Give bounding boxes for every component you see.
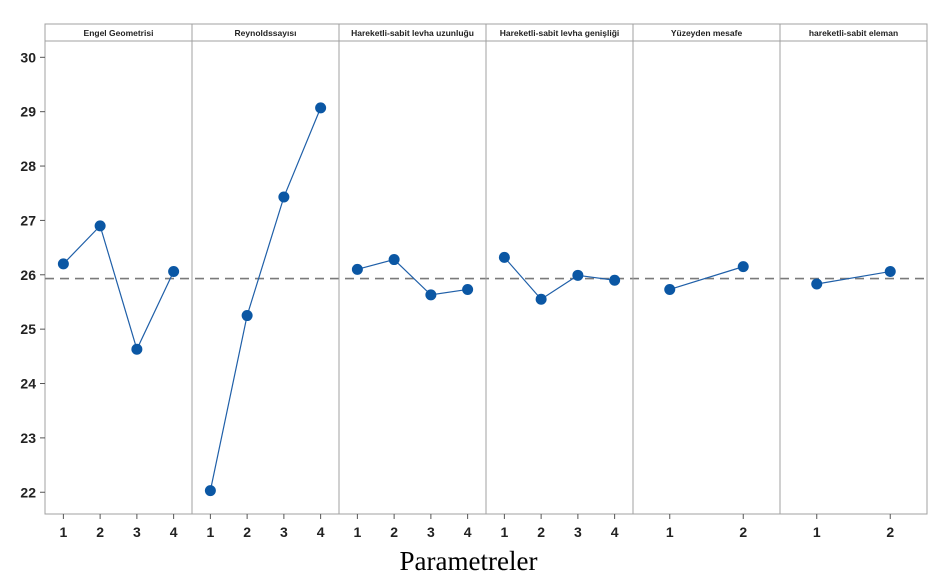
figure-background <box>0 0 937 546</box>
x-tick-label: 1 <box>353 524 361 540</box>
data-point <box>131 343 143 355</box>
data-point <box>94 220 106 232</box>
data-point <box>204 485 216 497</box>
series-line <box>503 256 615 301</box>
data-point <box>462 283 474 295</box>
data-point <box>811 278 823 290</box>
data-point <box>241 310 253 322</box>
y-tick-label: 27 <box>20 212 36 228</box>
panel-title: hareketli-sabit eleman <box>809 28 898 38</box>
data-point <box>737 261 749 273</box>
x-tick-label: 3 <box>427 524 435 540</box>
y-tick-label: 25 <box>20 321 36 337</box>
data-point <box>278 191 290 203</box>
x-axis-label: Parametreler <box>399 546 538 576</box>
series-line <box>62 224 175 351</box>
panel-title: Engel Geometrisi <box>84 28 154 38</box>
y-tick-label: 29 <box>20 104 36 120</box>
x-tick-label: 2 <box>739 524 747 540</box>
data-point <box>535 293 547 305</box>
y-tick-label: 28 <box>20 158 36 174</box>
data-point <box>388 254 400 266</box>
data-point <box>168 266 180 278</box>
series-line <box>669 266 744 291</box>
x-tick-label: 4 <box>317 524 325 540</box>
x-tick-label: 2 <box>390 524 398 540</box>
series-line <box>357 258 468 296</box>
x-tick-label: 1 <box>666 524 674 540</box>
panel-title: Hareketli-sabit levha uzunluğu <box>351 28 474 38</box>
x-tick-label: 4 <box>170 524 178 540</box>
y-tick-label: 24 <box>20 376 36 392</box>
data-point <box>57 258 69 270</box>
data-point <box>572 269 584 281</box>
x-tick-label: 2 <box>886 524 894 540</box>
x-tick-label: 2 <box>96 524 104 540</box>
x-tick-label: 3 <box>133 524 141 540</box>
data-point <box>498 251 510 263</box>
y-tick-label: 23 <box>20 430 36 446</box>
panel-title: Hareketli-sabit levha genişliği <box>500 28 620 38</box>
data-point <box>351 263 363 275</box>
y-tick-label: 22 <box>20 484 36 500</box>
data-point <box>664 283 676 295</box>
x-tick-label: 4 <box>464 524 472 540</box>
x-tick-label: 1 <box>500 524 508 540</box>
data-point <box>609 274 621 286</box>
x-tick-label: 1 <box>59 524 67 540</box>
y-tick-label: 26 <box>20 267 36 283</box>
x-tick-label: 1 <box>206 524 214 540</box>
series-line <box>209 107 322 491</box>
x-tick-label: 2 <box>243 524 251 540</box>
x-tick-label: 3 <box>280 524 288 540</box>
series-line <box>816 270 891 285</box>
data-point <box>884 266 896 278</box>
x-tick-label: 4 <box>611 524 619 540</box>
data-point <box>425 289 437 301</box>
panel-title: Yüzeyden mesafe <box>671 28 743 38</box>
x-tick-label: 3 <box>574 524 582 540</box>
data-point <box>315 102 327 114</box>
panel-title: Reynoldssayısı <box>235 28 297 38</box>
y-tick-label: 30 <box>20 49 36 65</box>
x-tick-label: 2 <box>537 524 545 540</box>
x-tick-label: 1 <box>813 524 821 540</box>
